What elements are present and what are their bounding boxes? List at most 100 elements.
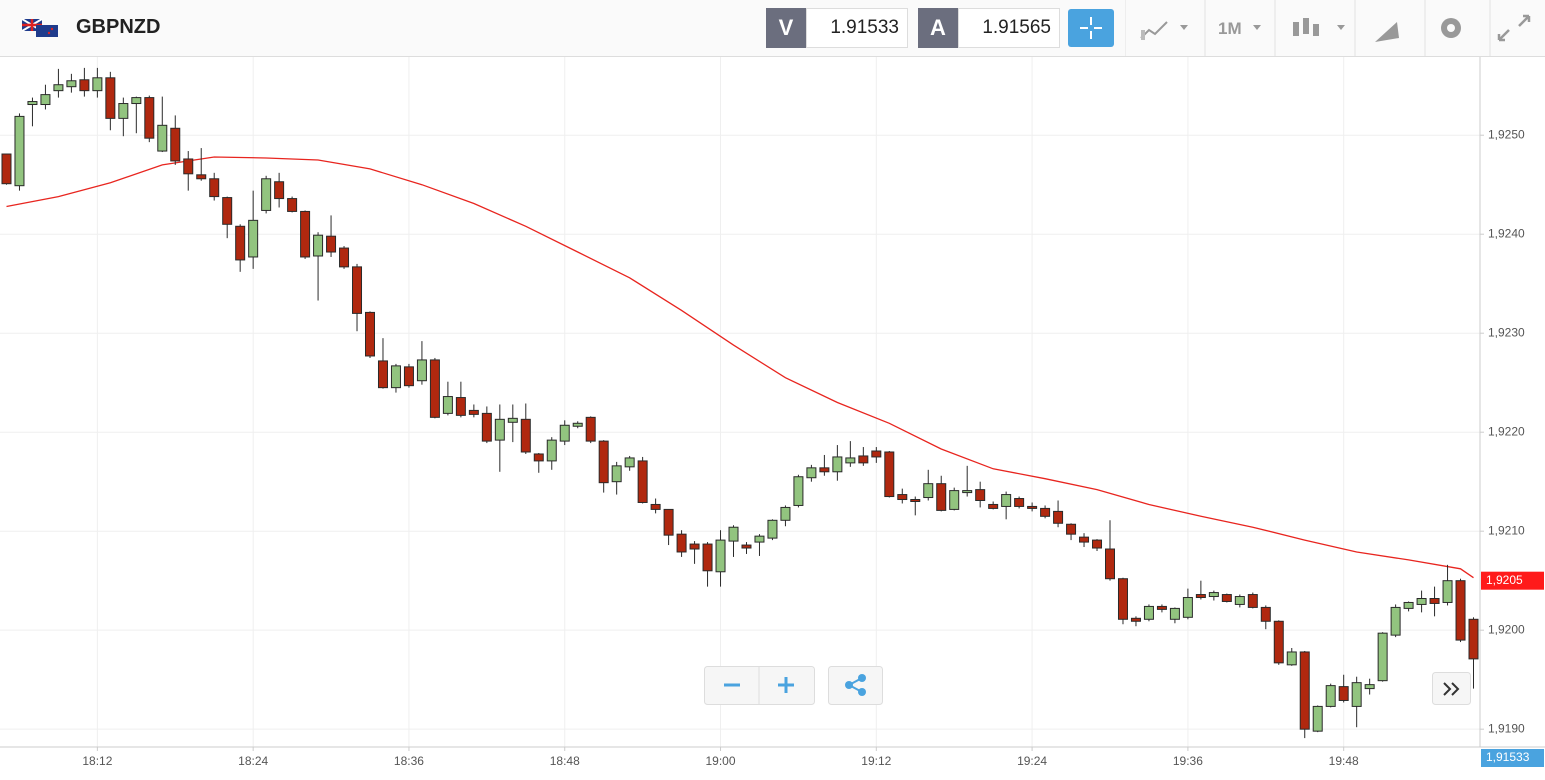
y-tick-label: 1,9250 bbox=[1488, 127, 1525, 141]
candle-body bbox=[1156, 605, 1167, 610]
candle-body bbox=[910, 499, 921, 502]
x-tick-label: 18:24 bbox=[238, 754, 268, 768]
candle-body bbox=[520, 418, 531, 453]
y-tick-label: 1,9230 bbox=[1488, 325, 1525, 339]
candle-body bbox=[183, 158, 194, 175]
candle-body bbox=[962, 490, 973, 494]
candle-body bbox=[637, 460, 648, 503]
candle-body bbox=[1403, 601, 1414, 609]
timeframe[interactable]: 1M bbox=[1218, 19, 1242, 38]
candle-body bbox=[1416, 598, 1427, 605]
candle-body bbox=[118, 103, 129, 119]
candle-body bbox=[1325, 685, 1336, 707]
scroll-right-button[interactable] bbox=[1432, 672, 1472, 706]
candle-body bbox=[754, 535, 765, 543]
candle-body bbox=[196, 174, 207, 180]
candle-body bbox=[365, 311, 375, 357]
buy-price: 1.91565 bbox=[958, 8, 1060, 48]
candle-body bbox=[170, 127, 181, 162]
candle-body bbox=[1260, 606, 1271, 622]
candle-body bbox=[780, 506, 791, 521]
candle-body bbox=[274, 181, 285, 200]
candle-body bbox=[611, 465, 622, 483]
candle-body bbox=[1312, 705, 1323, 732]
candle-body bbox=[209, 178, 220, 198]
candle-body bbox=[1364, 684, 1375, 690]
candle-body bbox=[663, 508, 674, 536]
candle-body bbox=[313, 234, 324, 257]
candle-body bbox=[352, 266, 363, 314]
candle-body bbox=[468, 409, 479, 415]
sell-price: 1.91533 bbox=[806, 8, 908, 48]
candle-body bbox=[1247, 594, 1258, 608]
candle-body bbox=[1429, 598, 1440, 604]
candle-body bbox=[92, 77, 103, 92]
toolbar-icons[interactable] bbox=[1125, 0, 1545, 56]
candle-body bbox=[1001, 494, 1012, 507]
candle-body bbox=[936, 483, 947, 511]
candle-body bbox=[1, 153, 12, 185]
x-tick-label: 18:36 bbox=[394, 754, 424, 768]
sell-button[interactable]: V bbox=[766, 8, 806, 48]
candle-body bbox=[871, 450, 882, 458]
candle-body bbox=[1351, 682, 1362, 707]
candle-body bbox=[131, 97, 142, 105]
candle-body bbox=[650, 503, 661, 510]
candle-body bbox=[1208, 592, 1219, 598]
candle-body bbox=[1234, 596, 1245, 605]
candle-body bbox=[261, 178, 272, 211]
candle-body bbox=[481, 412, 492, 442]
candle-body bbox=[858, 455, 869, 464]
candle-body bbox=[533, 453, 544, 462]
candle-body bbox=[897, 494, 908, 501]
candle-body bbox=[1014, 498, 1025, 507]
y-tick-label: 1,9210 bbox=[1488, 523, 1525, 537]
y-tick-label: 1,9190 bbox=[1488, 721, 1525, 735]
zoom-controls[interactable] bbox=[704, 666, 884, 706]
candle-body bbox=[1442, 580, 1453, 603]
candle-body bbox=[1273, 620, 1284, 664]
candle-body bbox=[845, 457, 856, 464]
candle-body bbox=[741, 544, 752, 549]
candle-body bbox=[300, 210, 311, 258]
ma-tag: 1,9205 bbox=[1486, 573, 1523, 587]
candle-body bbox=[27, 101, 38, 106]
y-tick-label: 1,9220 bbox=[1488, 424, 1525, 438]
candle-body bbox=[1130, 617, 1141, 622]
candle-body bbox=[949, 490, 960, 510]
candle-body bbox=[326, 235, 337, 253]
candle-body bbox=[806, 467, 817, 479]
candle-body bbox=[1169, 607, 1180, 620]
candle-body bbox=[157, 124, 168, 152]
candle-body bbox=[728, 526, 739, 542]
candle-body bbox=[793, 476, 804, 506]
flag-icon bbox=[22, 19, 58, 37]
candle-body bbox=[559, 424, 570, 442]
candle-body bbox=[455, 397, 466, 416]
x-tick-label: 18:12 bbox=[82, 754, 112, 768]
candle-body bbox=[585, 416, 596, 442]
candle-body bbox=[403, 366, 414, 387]
candle-body bbox=[144, 97, 155, 139]
candle-body bbox=[1143, 605, 1154, 620]
candle-body bbox=[832, 456, 843, 473]
candle-body bbox=[715, 539, 726, 573]
candle-body bbox=[1390, 606, 1401, 636]
candle-body bbox=[1053, 510, 1064, 524]
candle-body bbox=[702, 543, 713, 572]
candle-body bbox=[1377, 632, 1388, 682]
candle-body bbox=[1117, 578, 1128, 620]
candle-body bbox=[14, 115, 25, 187]
candle-body bbox=[1338, 686, 1349, 701]
candle-body bbox=[546, 439, 557, 462]
candle-body bbox=[1286, 651, 1297, 666]
y-tick-label: 1,9240 bbox=[1488, 226, 1525, 240]
crosshair-button[interactable] bbox=[1068, 9, 1114, 47]
x-tick-label: 19:36 bbox=[1173, 754, 1203, 768]
buy-button[interactable]: A bbox=[918, 8, 958, 48]
candle-body bbox=[1468, 618, 1479, 660]
candle-body bbox=[988, 503, 999, 509]
candle-body bbox=[416, 359, 427, 382]
candle-body bbox=[53, 84, 64, 92]
x-tick-label: 19:48 bbox=[1329, 754, 1359, 768]
